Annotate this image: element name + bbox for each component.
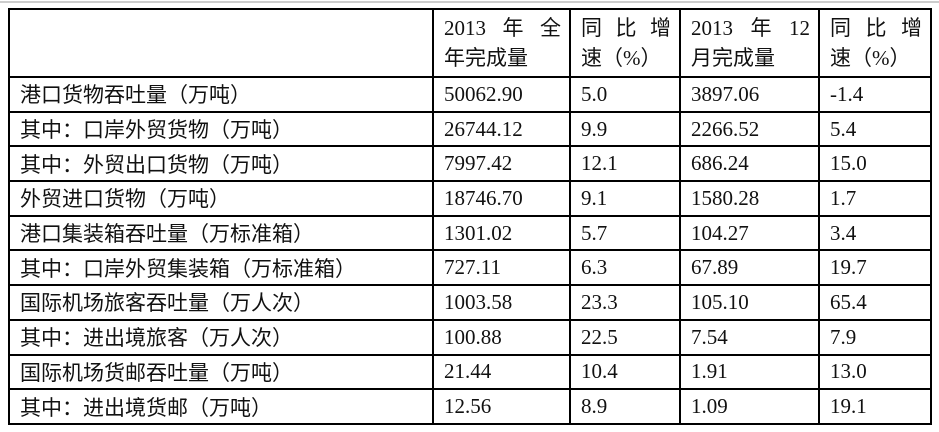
value-cell: 1003.58 bbox=[432, 284, 571, 321]
table-row: 港口集装箱吞吐量（万标准箱） 1301.02 5.7 104.27 3.4 bbox=[8, 214, 932, 252]
row-label-cell: 外贸进口货物（万吨） bbox=[8, 180, 434, 217]
header-cell: 同比增速（%） bbox=[818, 8, 932, 78]
value-cell: 104.27 bbox=[679, 214, 820, 252]
row-label-cell: 港口货物吞吐量（万吨） bbox=[8, 76, 434, 113]
value-cell: 7.54 bbox=[679, 318, 820, 356]
value-cell: 18746.70 bbox=[432, 180, 571, 217]
value-cell: 21.44 bbox=[432, 353, 571, 391]
value-cell: 10.4 bbox=[569, 353, 681, 391]
row-label-cell: 国际机场旅客吞吐量（万人次） bbox=[8, 284, 434, 321]
page-edge-line bbox=[0, 1, 939, 3]
table-row: 其中：外贸出口货物（万吨） 7997.42 12.1 686.24 15.0 bbox=[8, 145, 932, 183]
header-cell: 2013 年 12 月完成量 bbox=[679, 8, 820, 78]
value-cell: 12.56 bbox=[432, 388, 571, 425]
row-label-cell: 国际机场货邮吞吐量（万吨） bbox=[8, 353, 434, 391]
value-cell: 26744.12 bbox=[432, 110, 571, 148]
value-cell: 6.3 bbox=[569, 249, 681, 287]
row-label-cell: 其中：进出境旅客（万人次） bbox=[8, 318, 434, 356]
value-cell: 3.4 bbox=[818, 214, 932, 252]
value-cell: 1.91 bbox=[679, 353, 820, 391]
header-line: 2013 年 12 bbox=[691, 16, 810, 40]
table-row: 其中：进出境货邮（万吨） 12.56 8.9 1.09 19.1 bbox=[8, 388, 932, 425]
value-cell: 1.09 bbox=[679, 388, 820, 425]
value-cell: 727.11 bbox=[432, 249, 571, 287]
value-cell: 8.9 bbox=[569, 388, 681, 425]
row-label-cell: 其中：口岸外贸货物（万吨） bbox=[8, 110, 434, 148]
value-cell: 5.4 bbox=[818, 110, 932, 148]
table-header-row: 2013 年全年完成量同比增速（%） 2013 年 12 月完成量同比增速（%） bbox=[8, 8, 932, 78]
value-cell: 1580.28 bbox=[679, 180, 820, 217]
table-row: 其中：口岸外贸货物（万吨） 26744.12 9.9 2266.52 5.4 bbox=[8, 110, 932, 148]
header-line: 速（%） bbox=[581, 46, 662, 70]
row-label-cell: 其中：外贸出口货物（万吨） bbox=[8, 145, 434, 183]
table-row: 其中：口岸外贸集装箱（万标准箱） 727.11 6.3 67.89 19.7 bbox=[8, 249, 932, 287]
value-cell: 1.7 bbox=[818, 180, 932, 217]
table-row: 国际机场货邮吞吐量（万吨） 21.44 10.4 1.91 13.0 bbox=[8, 353, 932, 391]
table-row: 外贸进口货物（万吨） 18746.70 9.1 1580.28 1.7 bbox=[8, 180, 932, 217]
row-label-cell: 港口集装箱吞吐量（万标准箱） bbox=[8, 214, 434, 252]
value-cell: 7997.42 bbox=[432, 145, 571, 183]
table-row: 港口货物吞吐量（万吨） 50062.90 5.0 3897.06 -1.4 bbox=[8, 76, 932, 113]
value-cell: 2266.52 bbox=[679, 110, 820, 148]
table-row: 其中：进出境旅客（万人次） 100.88 22.5 7.54 7.9 bbox=[8, 318, 932, 356]
statistics-table: 2013 年全年完成量同比增速（%） 2013 年 12 月完成量同比增速（%） 港口货物… bbox=[8, 8, 932, 425]
header-line: 月完成量 bbox=[691, 46, 775, 70]
value-cell: 12.1 bbox=[569, 145, 681, 183]
row-label-cell: 其中：进出境货邮（万吨） bbox=[8, 388, 434, 425]
row-label-cell: 其中：口岸外贸集装箱（万标准箱） bbox=[8, 249, 434, 287]
header-cell: 同比增速（%） bbox=[569, 8, 681, 78]
value-cell: 100.88 bbox=[432, 318, 571, 356]
value-cell: 3897.06 bbox=[679, 76, 820, 113]
value-cell: 13.0 bbox=[818, 353, 932, 391]
value-cell: 7.9 bbox=[818, 318, 932, 356]
header-cell: 2013 年全年完成量 bbox=[432, 8, 571, 78]
value-cell: 23.3 bbox=[569, 284, 681, 321]
value-cell: 19.7 bbox=[818, 249, 932, 287]
value-cell: 9.9 bbox=[569, 110, 681, 148]
header-line: 年完成量 bbox=[444, 46, 528, 70]
header-cell-row-labels bbox=[8, 8, 434, 78]
value-cell: 19.1 bbox=[818, 388, 932, 425]
header-line: 2013 年全 bbox=[444, 16, 561, 40]
value-cell: 15.0 bbox=[818, 145, 932, 183]
table-row: 国际机场旅客吞吐量（万人次） 1003.58 23.3 105.10 65.4 bbox=[8, 284, 932, 321]
table-body: 港口货物吞吐量（万吨） 50062.90 5.0 3897.06 -1.4 其中：口岸外贸… bbox=[8, 76, 932, 425]
value-cell: 105.10 bbox=[679, 284, 820, 321]
header-line: 速（%） bbox=[830, 46, 911, 70]
value-cell: 1301.02 bbox=[432, 214, 571, 252]
table-header: 2013 年全年完成量同比增速（%） 2013 年 12 月完成量同比增速（%） bbox=[8, 8, 932, 78]
value-cell: 686.24 bbox=[679, 145, 820, 183]
value-cell: 5.7 bbox=[569, 214, 681, 252]
value-cell: 5.0 bbox=[569, 76, 681, 113]
value-cell: -1.4 bbox=[818, 76, 932, 113]
header-line: 同比增 bbox=[581, 16, 671, 40]
header-line: 同比增 bbox=[830, 16, 922, 40]
value-cell: 9.1 bbox=[569, 180, 681, 217]
value-cell: 67.89 bbox=[679, 249, 820, 287]
value-cell: 22.5 bbox=[569, 318, 681, 356]
value-cell: 50062.90 bbox=[432, 76, 571, 113]
value-cell: 65.4 bbox=[818, 284, 932, 321]
